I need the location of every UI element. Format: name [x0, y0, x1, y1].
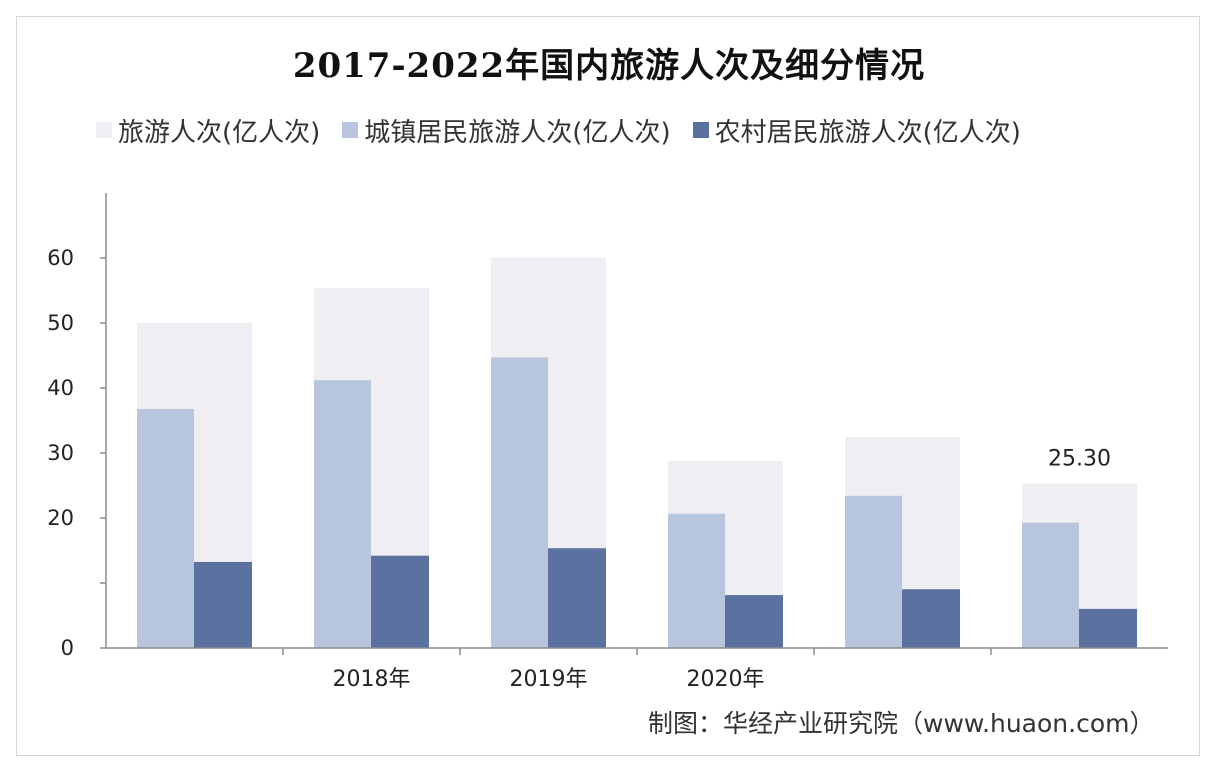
chart-legend: 旅游人次(亿人次) 城镇居民旅游人次(亿人次) 农村居民旅游人次(亿人次): [96, 110, 1021, 150]
bar-urban: [845, 495, 902, 648]
x-tick-label: 2020年: [687, 667, 765, 692]
legend-swatch-urban: [342, 122, 359, 138]
legend-label-total: 旅游人次(亿人次): [118, 117, 321, 148]
legend-item-rural: 农村居民旅游人次(亿人次): [692, 112, 1021, 149]
bar-rural: [548, 548, 606, 648]
bar-urban: [137, 408, 194, 648]
bar-rural: [1079, 608, 1137, 648]
y-tick-label: 60: [47, 246, 74, 270]
y-tick-label: 30: [47, 441, 74, 465]
bar-urban: [314, 380, 371, 648]
legend-item-total: 旅游人次(亿人次): [96, 112, 320, 149]
y-tick-label: 0: [61, 636, 74, 660]
y-tick-label: 20: [47, 506, 74, 530]
bar-urban: [668, 513, 725, 648]
legend-swatch-total: [96, 122, 112, 138]
legend-swatch-rural: [692, 122, 709, 138]
x-tick-label: 2018年: [333, 667, 411, 692]
chart-credit: 制图：华经产业研究院（www.huaon.com）: [648, 709, 1155, 738]
y-tick-label: 50: [47, 311, 74, 335]
x-tick-label: 2019年: [510, 667, 588, 692]
chart-title: 2017-2022年国内旅游人次及细分情况: [292, 46, 926, 86]
data-label-2022-total: 25.30: [1048, 447, 1111, 472]
bar-urban: [1022, 522, 1079, 648]
legend-item-urban: 城镇居民旅游人次(亿人次): [342, 112, 671, 149]
legend-label-urban: 城镇居民旅游人次(亿人次): [364, 117, 671, 148]
y-tick-label: 40: [47, 376, 74, 400]
legend-label-rural: 农村居民旅游人次(亿人次): [714, 117, 1021, 148]
bar-rural: [725, 595, 783, 648]
bar-rural: [194, 561, 252, 648]
bar-urban: [491, 357, 548, 648]
bar-rural: [371, 555, 429, 648]
bar-rural: [902, 589, 960, 648]
